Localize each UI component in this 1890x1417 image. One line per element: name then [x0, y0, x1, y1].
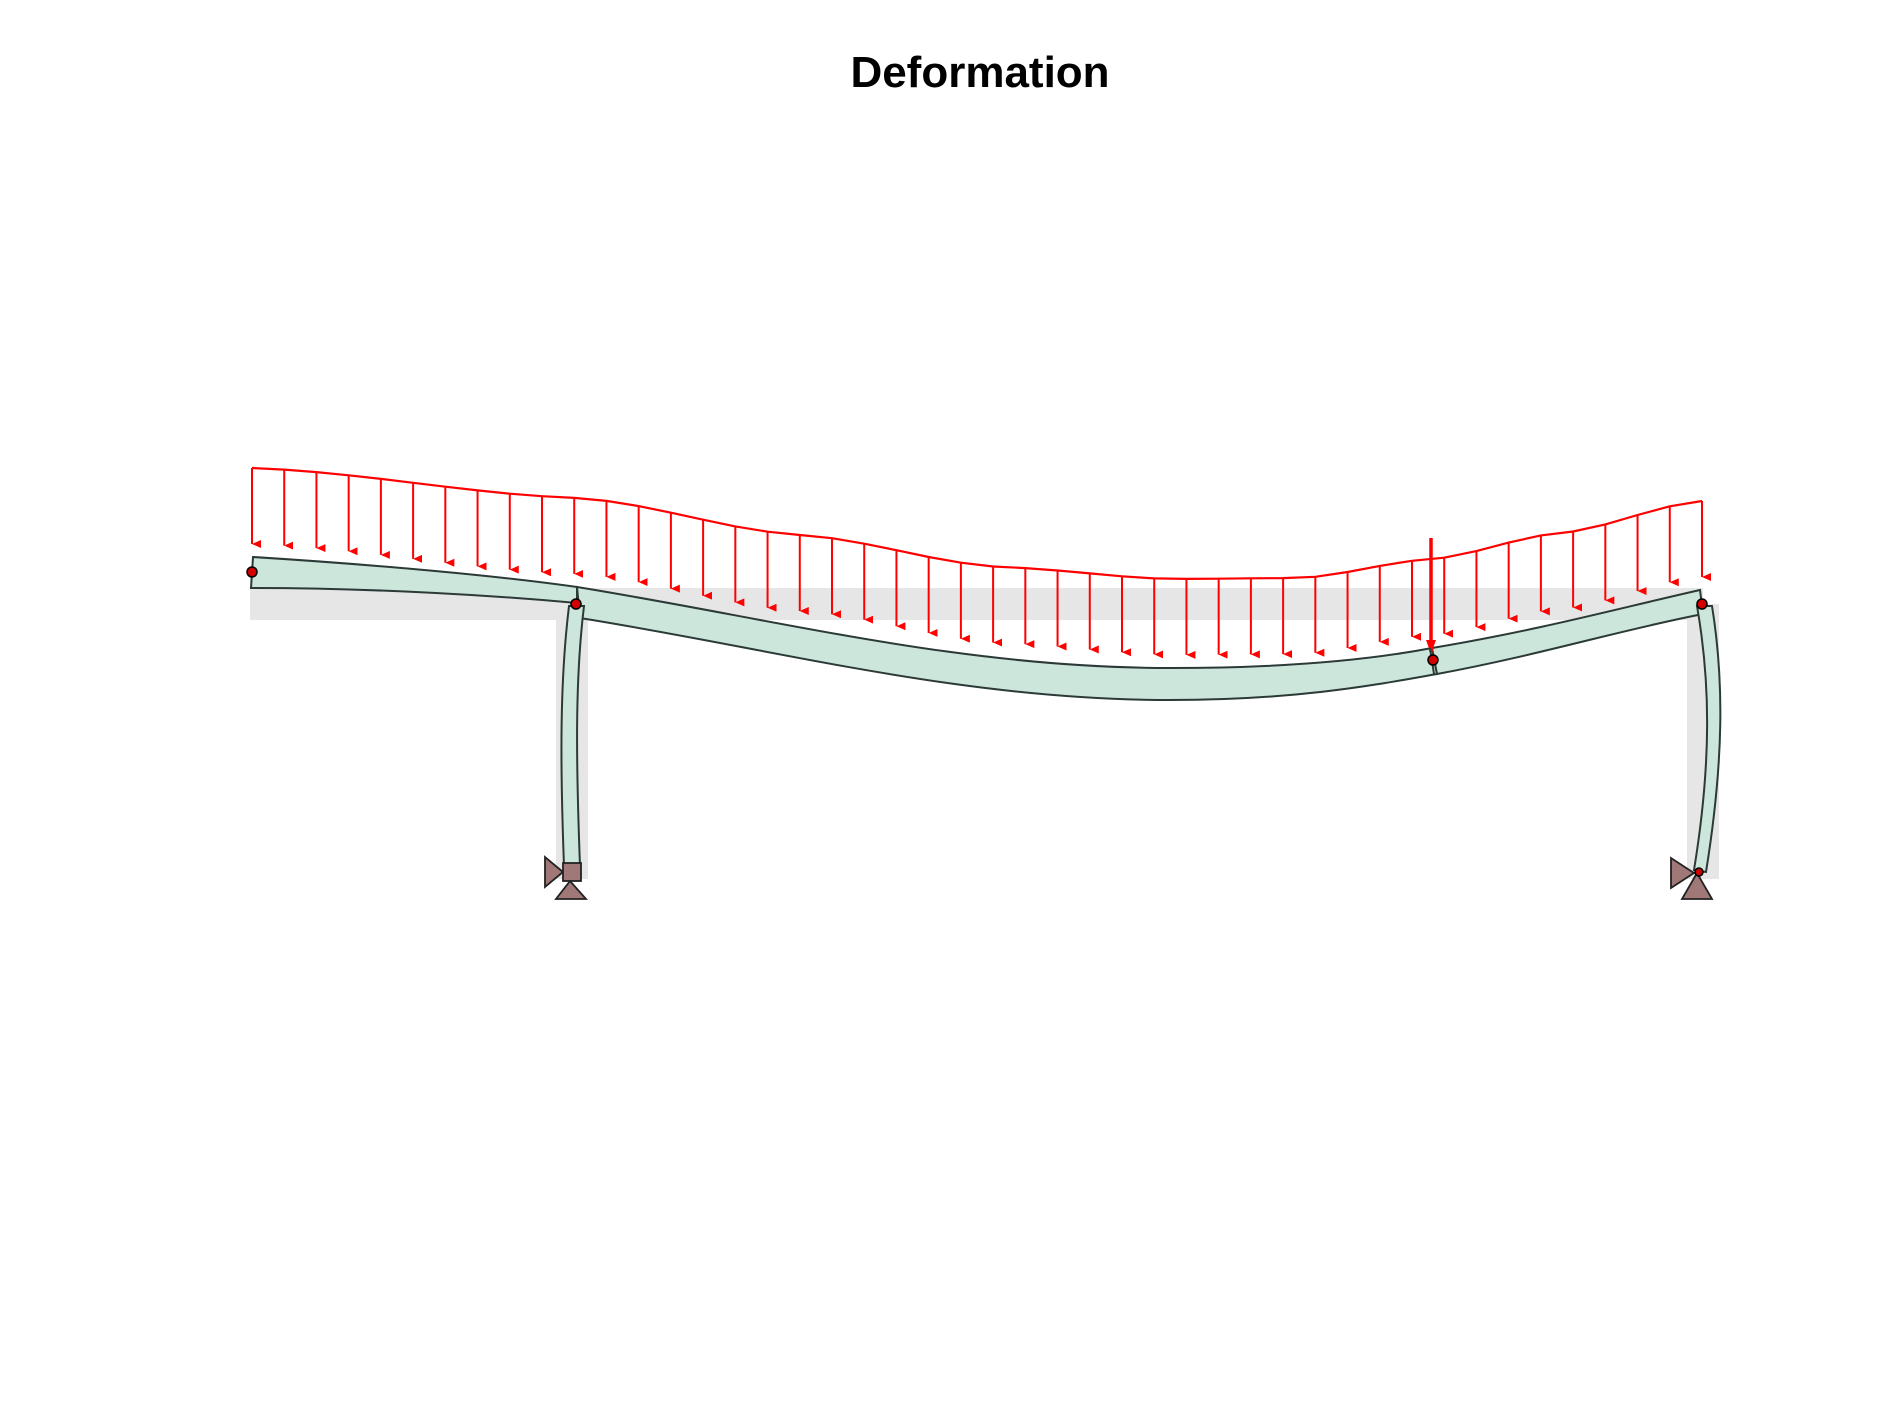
- node-column-top-right: [1696, 598, 1708, 610]
- node-free-end-left: [246, 566, 258, 578]
- point-load: [1426, 538, 1436, 654]
- undeformed-shape: [250, 588, 1719, 879]
- support-right-lateral-triangle: [1670, 856, 1696, 890]
- deformed-shape: [249, 555, 1722, 874]
- plot-title: Deformation: [850, 48, 1110, 97]
- distributed-load-outline: [251, 466, 1703, 581]
- node-hinge-mid-right: [1427, 654, 1439, 666]
- support-left: [544, 855, 589, 900]
- distributed-load: [251, 466, 1711, 659]
- support-right-triangle: [1680, 871, 1714, 900]
- support-left-block: [562, 862, 582, 882]
- support-right: [1670, 856, 1714, 900]
- column-right: [1692, 605, 1722, 874]
- support-left-lateral-triangle: [544, 855, 565, 889]
- point-load-arrowhead: [1426, 640, 1436, 654]
- node-base-right: [1694, 867, 1704, 877]
- node-column-top-left: [570, 598, 582, 610]
- support-left-triangle: [554, 879, 589, 900]
- nodes: [246, 566, 1708, 877]
